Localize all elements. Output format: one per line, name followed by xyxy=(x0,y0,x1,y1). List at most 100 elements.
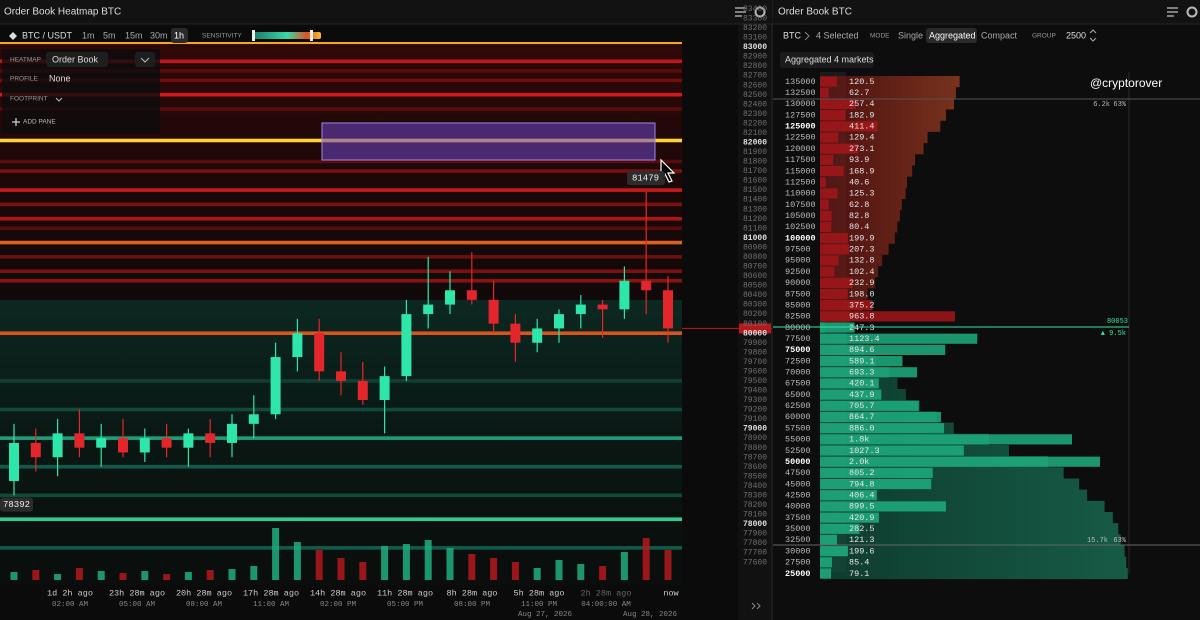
ask-size: 198.0 xyxy=(849,289,875,299)
ask-size-bar xyxy=(820,110,846,121)
candle-body xyxy=(532,328,543,343)
price-tick-label: 81900 xyxy=(743,148,767,157)
volume-bar xyxy=(599,566,607,580)
volume-bar xyxy=(293,542,301,580)
timeframe-button[interactable]: 5m xyxy=(103,30,116,40)
price-tick-label: 80400 xyxy=(743,291,767,300)
sensitivity-slider[interactable] xyxy=(253,32,321,39)
aggregate-note: Aggregated 4 markets xyxy=(785,54,874,64)
dropdown-toggle[interactable] xyxy=(135,52,155,67)
bid-size: 85.4 xyxy=(849,558,869,568)
timeframe-button[interactable]: 30m xyxy=(150,30,168,40)
timeframe-button[interactable]: 15m xyxy=(125,30,143,40)
ask-size-bar xyxy=(820,165,844,177)
liquidity-band xyxy=(0,240,682,245)
candle-body xyxy=(423,304,434,315)
timeframe-button[interactable]: 1m xyxy=(82,30,95,40)
ask-size-bar xyxy=(820,266,835,277)
ask-size-bar xyxy=(820,188,838,199)
markets-selected[interactable]: 4 Selected xyxy=(816,30,859,40)
volume-bar xyxy=(97,571,105,580)
candle-body xyxy=(139,438,150,453)
price-tick-label: 78100 xyxy=(743,511,767,520)
candle-body xyxy=(314,333,325,372)
candle-body xyxy=(336,371,346,381)
ask-price: 100000 xyxy=(785,233,816,243)
timeframe-button[interactable]: 1h xyxy=(174,30,184,40)
bid-size: 589.1 xyxy=(849,356,875,366)
price-tick-label: 78300 xyxy=(743,491,767,500)
bid-size-bar xyxy=(820,467,933,478)
slider-handle[interactable] xyxy=(310,30,313,41)
mode-button[interactable]: Aggregated xyxy=(929,30,976,40)
sidebar-value[interactable]: Order Book xyxy=(52,54,99,64)
stepper-icon[interactable] xyxy=(1089,29,1097,42)
settings-icon[interactable] xyxy=(754,6,766,18)
ask-size-bar xyxy=(820,98,857,110)
mode-button[interactable]: Single xyxy=(898,30,923,40)
price-tick-label: 80900 xyxy=(743,243,767,252)
ask-price: 82500 xyxy=(785,312,811,322)
ask-size-bar xyxy=(820,233,848,244)
candle-body xyxy=(270,357,281,415)
price-tick-label: 80100 xyxy=(743,320,767,329)
liquidity-band xyxy=(0,226,682,231)
mode-label: MODE xyxy=(870,33,890,40)
price-tick-label: 80600 xyxy=(743,272,767,281)
settings-icon[interactable] xyxy=(1186,6,1198,18)
ask-size: 375.2 xyxy=(849,300,875,310)
bid-size-bar xyxy=(820,322,855,333)
price-tick-label: 83100 xyxy=(743,34,767,43)
price-tick-label: 80300 xyxy=(743,301,767,310)
price-tick-label: 83200 xyxy=(743,24,767,33)
menu-icon[interactable] xyxy=(1167,7,1178,17)
price-tick-label: 79800 xyxy=(743,348,767,357)
volume-bar xyxy=(664,550,672,580)
dropdown-bg[interactable] xyxy=(46,52,108,67)
price-tick-label: 82800 xyxy=(743,62,767,71)
ask-price: 130000 xyxy=(785,99,816,109)
bid-depth-area xyxy=(820,321,1128,580)
bid-size-bar xyxy=(820,456,1100,467)
sidebar-value[interactable]: None xyxy=(49,73,71,83)
bid-price: 70000 xyxy=(785,368,811,378)
bid-summary-pct: 63% xyxy=(1113,537,1126,545)
bid-size-bar xyxy=(820,400,919,411)
price-tick-label: 78500 xyxy=(743,472,767,481)
ask-size: 40.6 xyxy=(849,177,869,187)
ask-size-bar xyxy=(820,210,832,221)
price-tick-label: 77800 xyxy=(743,539,767,548)
slider-handle[interactable] xyxy=(252,30,255,41)
group-value[interactable]: 2500 xyxy=(1066,30,1086,40)
time-ago-label: 2h 28m ago xyxy=(580,588,631,598)
ask-size: 62.7 xyxy=(849,88,869,98)
bid-price: 45000 xyxy=(785,479,811,489)
price-tick-label: 78200 xyxy=(743,501,767,510)
bid-size-bar xyxy=(820,478,932,490)
plus-icon[interactable] xyxy=(12,118,20,126)
candle-body xyxy=(401,314,412,377)
candle-body xyxy=(74,433,85,448)
panel-title: Order Book BTC xyxy=(778,7,852,18)
candle-body xyxy=(248,414,259,424)
panel-title: Order Book Heatmap BTC xyxy=(4,7,121,18)
mode-button[interactable]: Compact xyxy=(981,30,1018,40)
ask-price: 107500 xyxy=(785,200,816,210)
price-tick-label: 79900 xyxy=(743,339,767,348)
bid-price: 75000 xyxy=(785,345,811,355)
chevron-icon xyxy=(55,97,63,102)
volume-bar xyxy=(446,548,454,580)
price-tick-label: 81200 xyxy=(743,215,767,224)
volume-bar xyxy=(75,568,83,580)
ask-price: 132500 xyxy=(785,88,816,98)
menu-icon[interactable] xyxy=(735,7,746,17)
bid-size-bar xyxy=(820,523,860,534)
expand-icon[interactable] xyxy=(751,602,761,610)
bid-size-bar xyxy=(820,333,978,344)
price-tick-label: 82900 xyxy=(743,53,767,62)
volume-bar xyxy=(402,544,410,580)
volume-bar xyxy=(555,560,563,580)
add-pane-button[interactable]: ADD PANE xyxy=(23,119,56,126)
